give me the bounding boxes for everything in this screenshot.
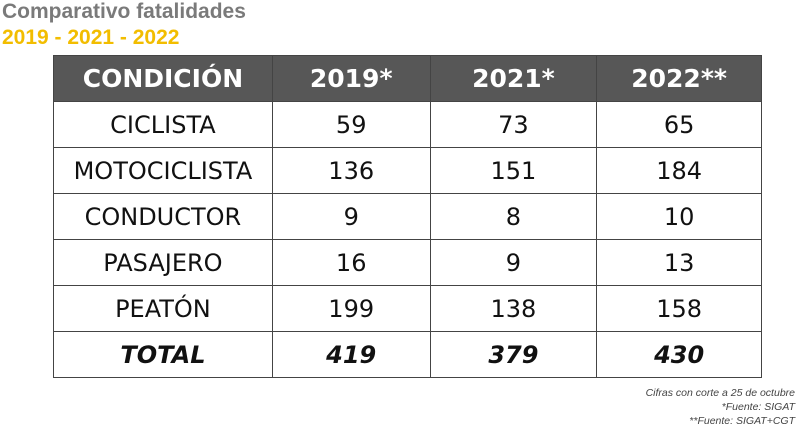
table-cell: MOTOCICLISTA — [53, 147, 273, 194]
total-cell: TOTAL — [53, 331, 273, 378]
total-cell: 430 — [596, 331, 762, 378]
subtitle: 2019 - 2021 - 2022 — [2, 26, 180, 49]
table-cell: CICLISTA — [53, 101, 273, 148]
fatality-table: CONDICIÓN 2019* 2021* 2022** CICLISTA 59 73 65… — [53, 55, 762, 378]
table-row: PASAJERO 16 9 13 — [53, 239, 762, 286]
note: Cifras con corte a 25 de octubre — [645, 387, 795, 399]
notes: Cifras con corte a 25 de octubre *Fuente:… — [646, 386, 795, 428]
column-header: CONDICIÓN — [53, 55, 273, 102]
table-cell: 10 — [596, 193, 762, 240]
column-header: 2019* — [271, 55, 431, 102]
table-cell: PEATÓN — [53, 285, 273, 332]
note: *Fuente: SIGAT — [721, 401, 795, 413]
table-cell: 199 — [271, 285, 431, 332]
table-cell: 9 — [271, 193, 431, 240]
table-cell: 184 — [596, 147, 762, 194]
table-body: CICLISTA 59 73 65 MOTOCICLISTA 136 151 184 CONDU… — [53, 101, 762, 378]
table-row: CICLISTA 59 73 65 — [53, 101, 762, 148]
table-cell: 73 — [429, 101, 598, 148]
column-header: 2021* — [429, 55, 598, 102]
table-cell: 13 — [596, 239, 762, 286]
table-cell: PASAJERO — [53, 239, 273, 286]
table-cell: 16 — [271, 239, 431, 286]
header-row: CONDICIÓN 2019* 2021* 2022** — [53, 55, 762, 102]
table-cell: CONDUCTOR — [53, 193, 273, 240]
table-cell: 8 — [429, 193, 598, 240]
table-cell: 138 — [429, 285, 598, 332]
table-cell: 65 — [596, 101, 762, 148]
note: **Fuente: SIGAT+CGT — [689, 415, 795, 427]
table-cell: 9 — [429, 239, 598, 286]
table-cell: 136 — [271, 147, 431, 194]
title: Comparativo fatalidades — [2, 0, 246, 23]
total-row: TOTAL 419 379 430 — [53, 331, 762, 378]
table-cell: 158 — [596, 285, 762, 332]
table-cell: 59 — [271, 101, 431, 148]
total-cell: 419 — [271, 331, 431, 378]
table-row: PEATÓN 199 138 158 — [53, 285, 762, 332]
column-header: 2022** — [596, 55, 762, 102]
table-row: CONDUCTOR 9 8 10 — [53, 193, 762, 240]
table-row: MOTOCICLISTA 136 151 184 — [53, 147, 762, 194]
table-cell: 151 — [429, 147, 598, 194]
total-cell: 379 — [429, 331, 598, 378]
